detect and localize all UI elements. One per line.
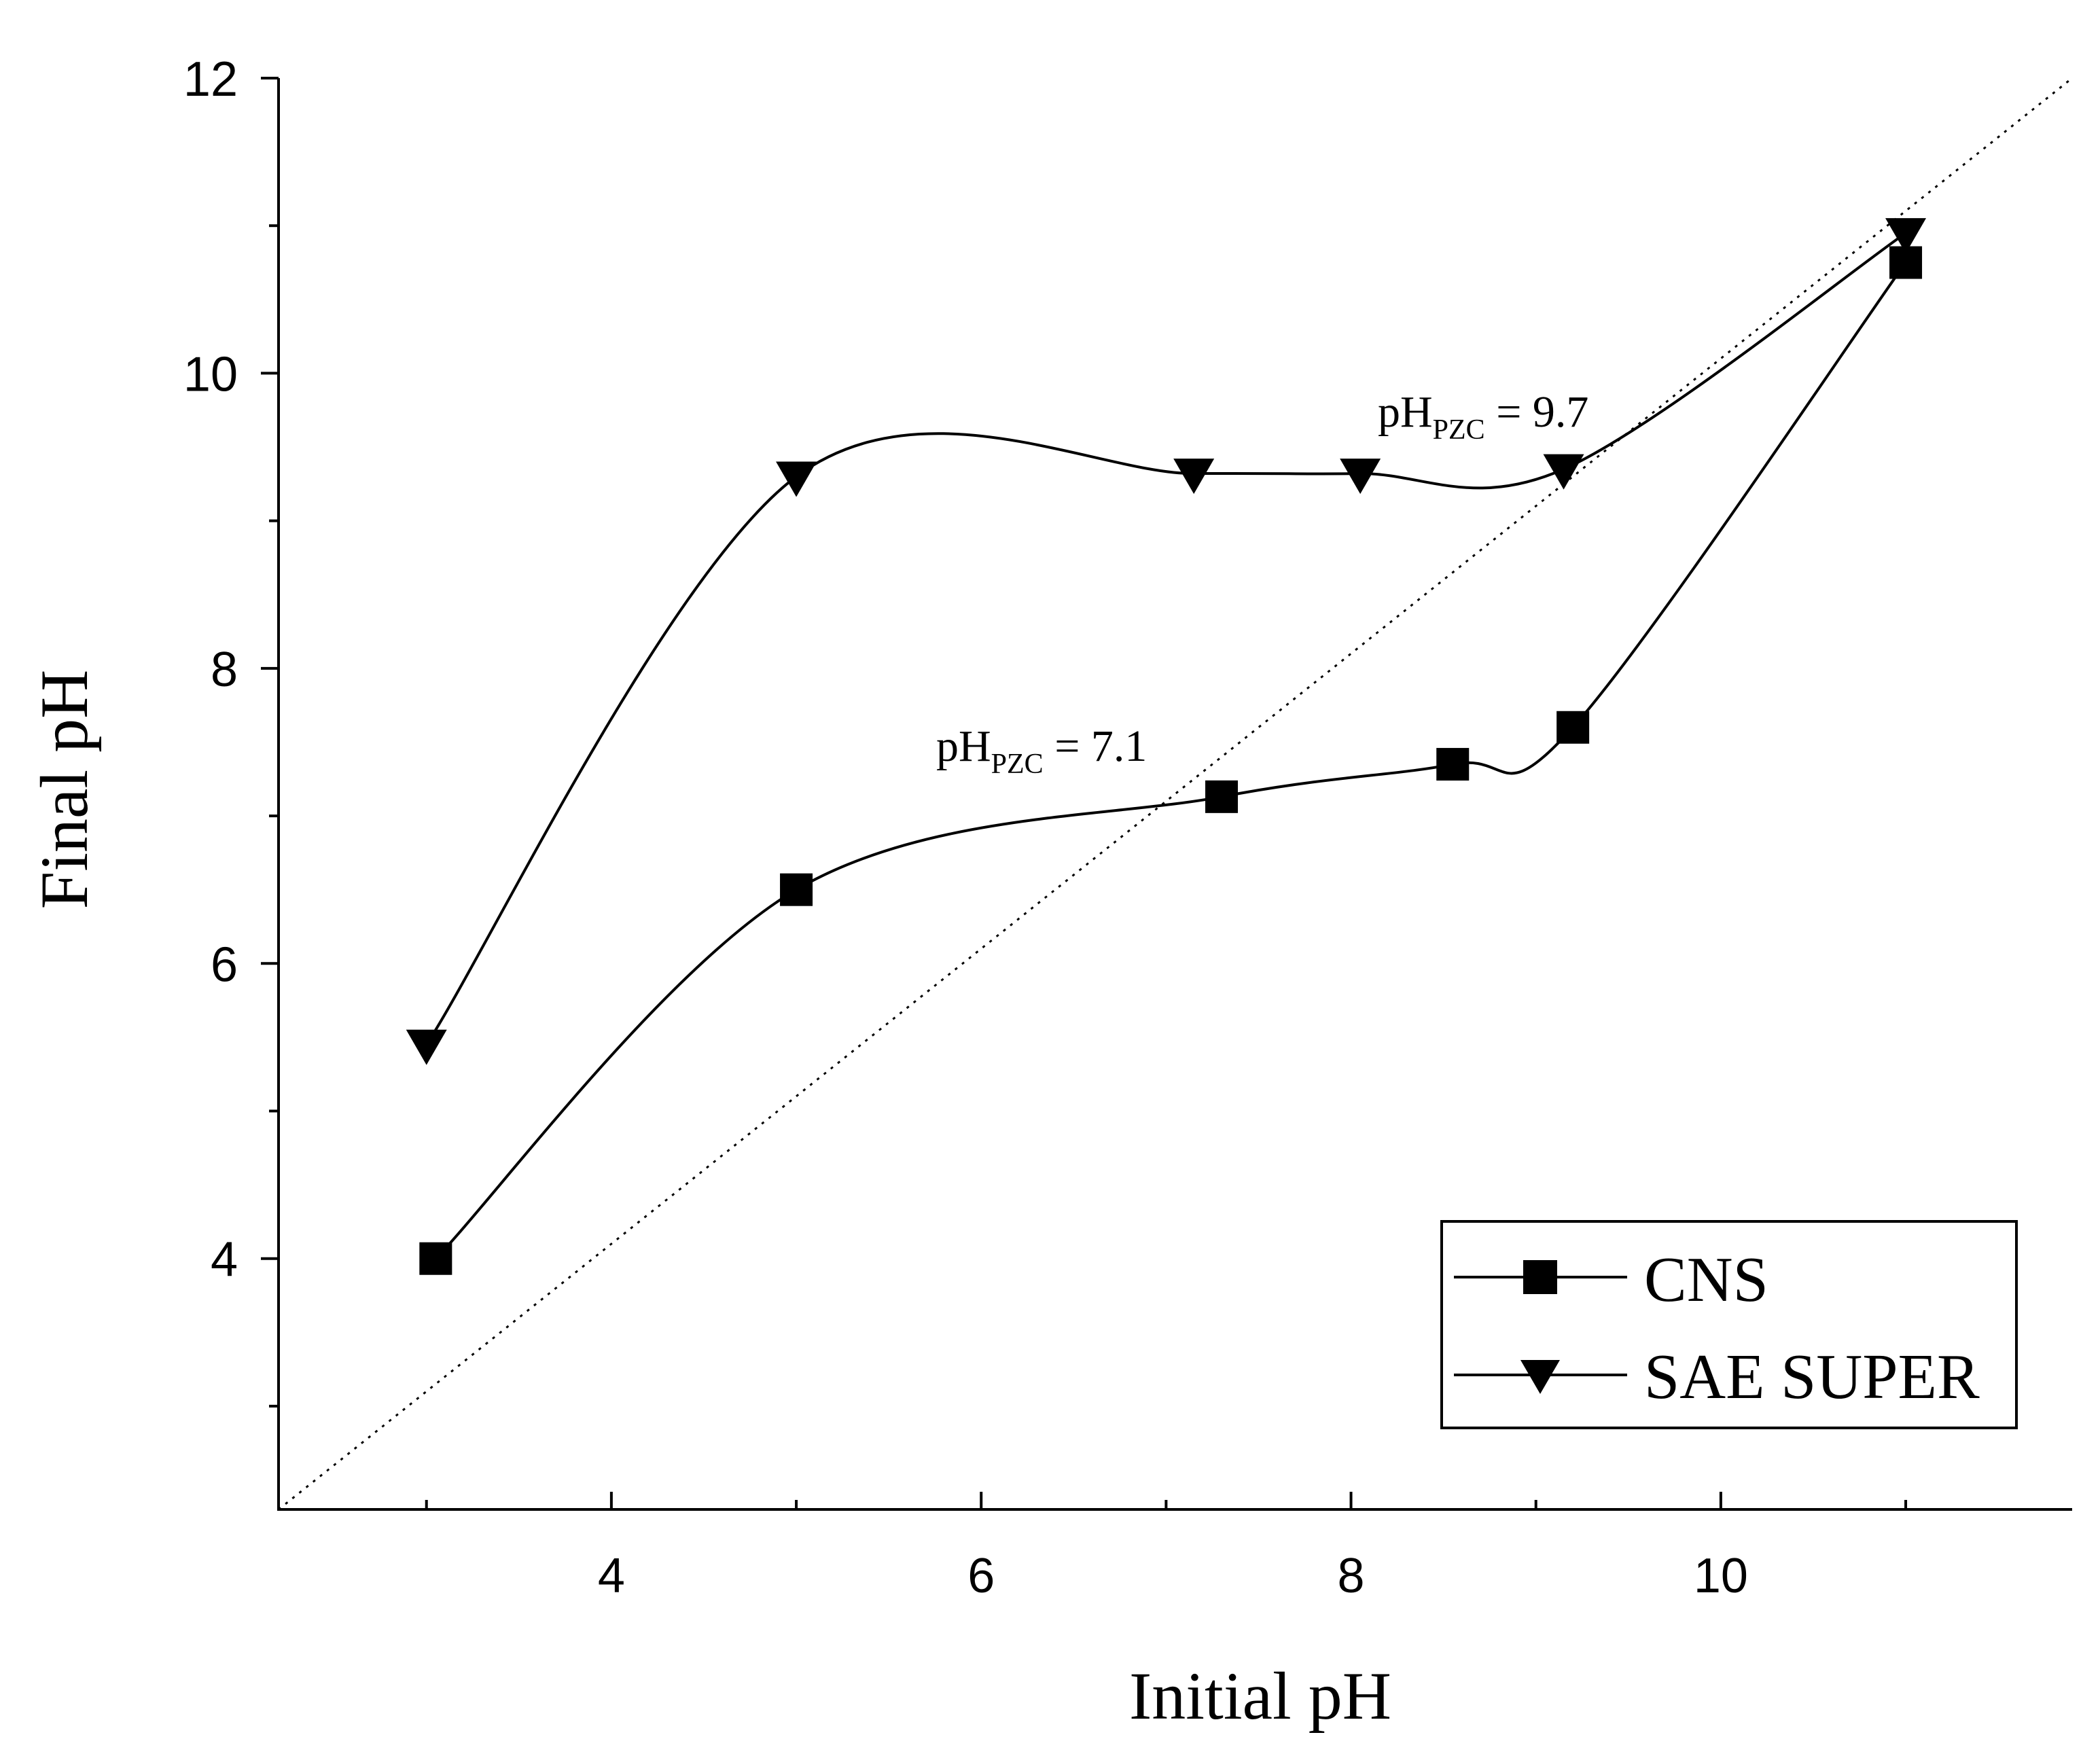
series-line-cns: [434, 262, 1907, 1260]
data-point-sae-super: [1543, 454, 1584, 490]
annotation-pzc-cns: pHPZC = 7.1: [936, 721, 1147, 780]
y-tick-label: 6: [211, 937, 238, 992]
data-point-cns: [1556, 711, 1590, 744]
x-axis-title: Initial pH: [1129, 1658, 1391, 1734]
y-tick-label: 10: [183, 347, 238, 401]
y-tick-label: 4: [211, 1233, 238, 1287]
series-line-sae-super: [425, 232, 1907, 1045]
legend-marker-cns: [1523, 1260, 1557, 1294]
data-point-sae-super: [406, 1029, 447, 1065]
y-axis-title: Final pH: [26, 670, 102, 910]
x-tick-label: 4: [598, 1549, 625, 1603]
annotation-value: = 9.7: [1485, 387, 1589, 437]
data-point-cns: [419, 1242, 452, 1275]
x-tick-label: 10: [1694, 1549, 1748, 1603]
annotation-value: = 7.1: [1044, 721, 1147, 771]
legend-label-cns: CNS: [1644, 1244, 1768, 1315]
data-point-cns: [1436, 748, 1470, 781]
annotation-prefix: pH: [936, 721, 991, 771]
data-point-sae-super: [1885, 218, 1927, 254]
series-layer: [406, 218, 1927, 1275]
data-point-cns: [780, 873, 813, 906]
x-tick-label: 6: [967, 1549, 995, 1603]
reference-line: [278, 77, 2073, 1511]
legend-label-sae-super: SAE SUPER: [1644, 1342, 1980, 1412]
data-point-sae-super: [776, 461, 817, 497]
tick-layer: 4 6 8 10 4 6 8 10 12: [183, 52, 1908, 1603]
data-point-sae-super: [1173, 459, 1215, 495]
y-tick-label: 8: [211, 643, 238, 697]
x-tick-label: 8: [1338, 1549, 1365, 1603]
data-point-sae-super: [1340, 459, 1381, 495]
annotation-pzc-sae-super: pHPZC = 9.7: [1378, 387, 1588, 446]
legend: CNS SAE SUPER: [1440, 1220, 2018, 1429]
annotation-subscript: PZC: [1433, 414, 1485, 446]
y-tick-label: 12: [183, 52, 238, 107]
reference-line-layer: [278, 77, 2073, 1511]
annotation-prefix: pH: [1378, 387, 1433, 437]
legend-marker-sae-super: [1520, 1360, 1560, 1394]
annotation-subscript: PZC: [991, 749, 1044, 780]
legend-box: [1440, 1220, 2018, 1429]
data-point-cns: [1205, 780, 1239, 813]
